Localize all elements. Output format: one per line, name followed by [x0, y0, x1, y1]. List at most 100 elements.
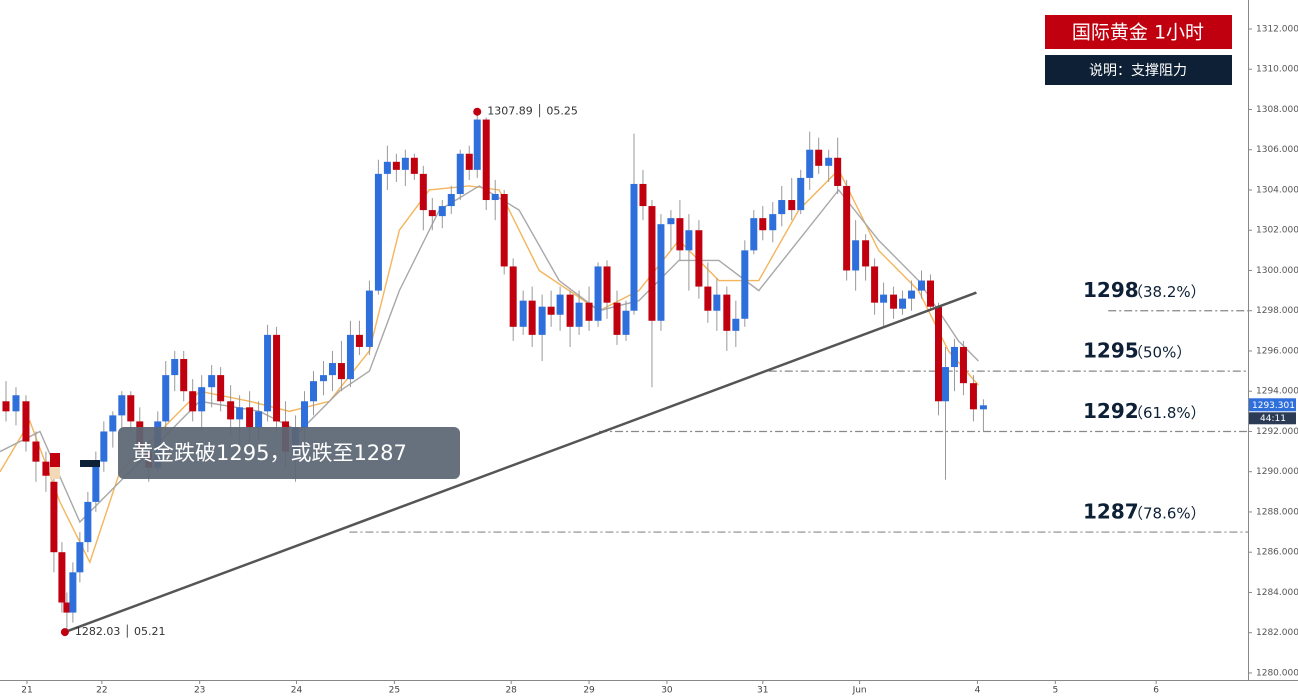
- y-tick-label: 1308.000: [1256, 105, 1298, 115]
- x-tick-label: 21: [21, 686, 32, 696]
- candle-body: [667, 218, 675, 225]
- candle-body: [685, 230, 693, 251]
- callout-box: [118, 427, 460, 479]
- candle-body: [676, 218, 684, 251]
- candle-body: [392, 161, 400, 170]
- candle-body: [732, 318, 740, 331]
- candle-body: [613, 302, 621, 335]
- chart-title: 国际黄金 1小时: [1072, 22, 1204, 44]
- candle-body: [319, 375, 327, 382]
- candle-body: [871, 266, 879, 303]
- candle-body: [769, 214, 777, 231]
- y-tick-label: 1296.000: [1256, 346, 1298, 356]
- candle-body: [273, 334, 281, 422]
- last-price-box: [1249, 398, 1296, 412]
- candle-body: [236, 407, 244, 420]
- candle-body: [63, 602, 71, 613]
- candle-body: [438, 206, 446, 217]
- candle-body: [383, 161, 391, 174]
- last-price-label: 1293.301: [1252, 401, 1295, 411]
- candle-body: [566, 294, 574, 327]
- candle-body: [50, 481, 58, 553]
- candle-body: [741, 250, 749, 319]
- level-label: 1287: [1083, 500, 1139, 524]
- candle-body: [979, 405, 987, 410]
- candle-body: [76, 542, 84, 573]
- candle-body: [806, 149, 814, 178]
- candle-body: [12, 395, 20, 412]
- level-label: 1292: [1083, 399, 1139, 423]
- candle-body: [208, 375, 216, 388]
- extreme-label: 1282.03 │ 05.21: [75, 624, 166, 638]
- x-tick-label: 5: [1052, 686, 1058, 696]
- x-tick-label: 23: [194, 686, 205, 696]
- candle-body: [491, 193, 499, 201]
- callout-text: 黄金跌破1295，或跌至1287: [132, 441, 407, 465]
- x-tick-label: Jun: [852, 686, 867, 696]
- countdown-label: 44:11: [1260, 414, 1286, 424]
- candle-body: [908, 290, 916, 299]
- candle-body: [528, 300, 536, 335]
- candle-body: [950, 346, 958, 368]
- candle-body: [428, 210, 436, 217]
- candle-body: [941, 367, 949, 402]
- level-label: 1298: [1083, 278, 1139, 302]
- candle-body: [401, 157, 409, 170]
- candle-body: [788, 200, 796, 211]
- candle-body: [328, 363, 336, 376]
- candle-body: [346, 334, 354, 380]
- level-note: （61.8%）: [1128, 404, 1206, 422]
- y-tick-label: 1284.000: [1256, 588, 1298, 598]
- candle-body: [713, 294, 721, 311]
- candle-body: [162, 375, 170, 422]
- candle-body: [759, 218, 767, 231]
- chart-subtitle: 说明：支撑阻力: [1089, 63, 1187, 79]
- x-tick-label: 4: [975, 686, 981, 696]
- y-tick-label: 1282.000: [1256, 628, 1298, 638]
- y-tick-label: 1312.000: [1256, 24, 1298, 34]
- level-note: （50%）: [1128, 344, 1191, 362]
- level-note: （38.2%）: [1128, 283, 1206, 301]
- candle-body: [217, 375, 225, 402]
- y-tick-label: 1306.000: [1256, 145, 1298, 155]
- x-tick-label: 31: [757, 686, 768, 696]
- candle-body: [723, 294, 731, 331]
- candle-body: [630, 183, 638, 311]
- candle-body: [500, 193, 508, 267]
- candle-body: [118, 395, 126, 416]
- candle-body: [648, 206, 656, 321]
- candle-body: [918, 280, 926, 291]
- trendline: [64, 291, 977, 634]
- y-tick-label: 1288.000: [1256, 507, 1298, 517]
- candle-body: [704, 286, 712, 311]
- candle-body: [603, 266, 611, 303]
- candle-body: [594, 266, 602, 321]
- candle-body: [109, 415, 117, 432]
- candle-body: [465, 153, 473, 170]
- x-tick-label: 29: [583, 686, 595, 696]
- extreme-marker: [60, 628, 69, 637]
- y-tick-label: 1304.000: [1256, 185, 1298, 195]
- candle-body: [547, 306, 555, 315]
- candle-body: [899, 298, 907, 309]
- candle-body: [42, 461, 50, 476]
- candle-body: [778, 200, 786, 215]
- candle-body: [355, 334, 363, 347]
- y-tick-label: 1298.000: [1256, 306, 1298, 316]
- candle-body: [890, 294, 898, 309]
- candle-body: [127, 395, 135, 422]
- candle-body: [337, 363, 345, 380]
- candle-body: [862, 240, 870, 267]
- candle-body: [255, 411, 263, 428]
- countdown-box: [1249, 412, 1296, 425]
- candle-body: [309, 381, 317, 402]
- decoration: [80, 460, 100, 467]
- candle-body: [519, 300, 527, 327]
- candle-body: [482, 119, 490, 201]
- candle-body: [2, 401, 10, 412]
- x-tick-label: 24: [291, 686, 303, 696]
- extreme-marker: [473, 107, 482, 116]
